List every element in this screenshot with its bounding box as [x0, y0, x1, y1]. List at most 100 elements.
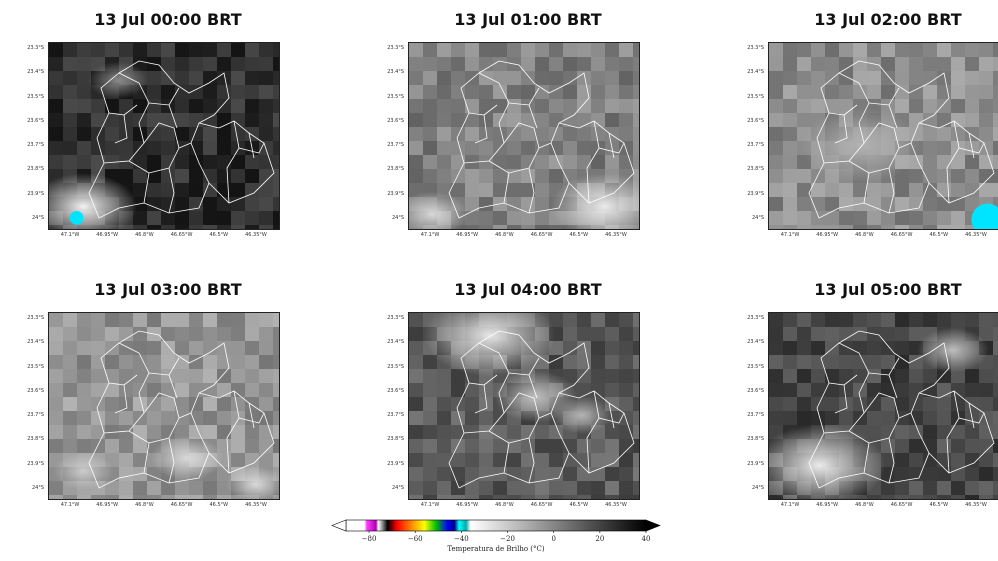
municipality-boundary: [468, 382, 488, 414]
colorbar-tick-label: −40: [453, 535, 469, 543]
latitude-tick-label: 24°S: [751, 485, 764, 491]
municipality-boundary: [226, 417, 240, 474]
latitude-tick-label: 23.4°S: [747, 69, 764, 76]
latitude-tick-label: 23.4°S: [387, 69, 404, 76]
latitude-tick-label: 23.6°S: [27, 387, 44, 394]
municipality-boundary: [586, 417, 600, 474]
latitude-tick-label: 23.5°S: [387, 93, 404, 100]
longitude-tick-label: 47.1°W: [780, 232, 800, 238]
municipality-boundary: [233, 390, 265, 424]
municipality-boundary: [808, 330, 950, 489]
municipality-boundary: [123, 374, 138, 386]
latitude-tick-label: 23.6°S: [387, 117, 404, 124]
municipality-boundary: [828, 112, 848, 144]
latitude-tick-label: 23.7°S: [387, 412, 404, 419]
satellite-map: [768, 312, 998, 500]
longitude-tick-label: 46.8°W: [495, 502, 514, 508]
municipality-boundary: [888, 437, 895, 484]
cloud-region: [88, 61, 148, 99]
latitude-tick-label: 23.9°S: [27, 460, 44, 467]
longitude-tick-label: 47.1°W: [60, 502, 80, 508]
colorbar-fill: [345, 519, 647, 532]
longitude-tick-label: 46.35°W: [245, 502, 267, 508]
colorbar-max-extension: [645, 519, 661, 532]
latitude-tick-label: 23.9°S: [747, 190, 764, 197]
latitude-tick-label: 24°S: [31, 215, 44, 221]
latitude-tick-label: 23.9°S: [387, 460, 404, 467]
municipality-boundary: [503, 442, 510, 474]
map-panel-0000: 13 Jul 00:00 BRT 23.3°S 23.4°S 23.5°S 23.6°…: [27, 10, 288, 250]
cloud-region: [53, 452, 114, 490]
longitude-tick-label: 46.35°W: [605, 232, 627, 238]
latitude-tick-label: 23.7°S: [387, 142, 404, 149]
latitude-tick-label: 23.4°S: [27, 69, 44, 76]
satellite-map: [768, 42, 998, 230]
longitude-tick-label: 46.95°W: [456, 232, 479, 238]
latitude-tick-label: 24°S: [751, 215, 764, 221]
longitude-tick-label: 46.65°W: [890, 502, 913, 508]
municipality-boundary: [888, 104, 898, 129]
municipality-boundary: [248, 402, 255, 429]
municipality-boundary: [168, 374, 178, 399]
panel-title: 13 Jul 00:00 BRT: [94, 10, 242, 29]
municipality-boundary: [538, 412, 552, 419]
satellite-map: [408, 312, 640, 500]
latitude-tick-label: 23.9°S: [387, 190, 404, 197]
municipality-boundary: [863, 172, 870, 204]
municipality-boundary: [953, 390, 985, 424]
municipality-boundary: [968, 132, 975, 159]
cloud-region: [917, 327, 989, 373]
latitude-tick-label: 23.5°S: [27, 93, 44, 100]
municipality-boundary: [843, 374, 858, 386]
latitude-tick-label: 23.7°S: [747, 142, 764, 149]
municipality-boundary: [586, 147, 600, 204]
brightness-temperature-colorbar: −80 −60 −40 −20 0 20 40 Temperatura de Brilho …: [326, 518, 666, 558]
cold-top-region: [69, 210, 84, 225]
longitude-tick-label: 46.5°W: [929, 232, 949, 238]
latitude-tick-label: 24°S: [391, 485, 404, 491]
colorbar-tick-label: −60: [407, 535, 423, 543]
longitude-tick-label: 46.5°W: [209, 502, 229, 508]
municipality-boundary: [593, 390, 625, 424]
latitude-tick-label: 23.7°S: [27, 412, 44, 419]
latitude-tick-label: 23.8°S: [387, 436, 404, 443]
longitude-tick-label: 46.5°W: [929, 502, 949, 508]
latitude-tick-label: 23.5°S: [747, 363, 764, 370]
cloud-region: [769, 424, 886, 499]
cloud-region: [551, 396, 612, 434]
municipality-boundary: [448, 60, 590, 219]
municipality-boundary: [143, 172, 150, 204]
map-panel-0500: 13 Jul 05:00 BRT 23.3°S 23.4°S 23.5°S 23.6°…: [747, 280, 998, 520]
longitude-tick-label: 46.8°W: [855, 232, 874, 238]
municipality-boundary: [123, 104, 138, 116]
longitude-tick-label: 46.5°W: [569, 232, 589, 238]
municipality-boundary: [528, 374, 538, 399]
latitude-tick-label: 23.4°S: [27, 339, 44, 346]
latitude-tick-label: 23.8°S: [27, 166, 44, 173]
municipality-boundary: [168, 437, 175, 484]
colorbar-label: Temperatura de Brilho (°C): [447, 545, 545, 553]
municipality-boundary: [953, 120, 985, 154]
longitude-tick-label: 46.8°W: [495, 232, 514, 238]
latitude-tick-label: 23.6°S: [27, 117, 44, 124]
municipality-boundary: [88, 60, 230, 219]
municipality-boundary: [888, 167, 895, 214]
longitude-tick-label: 46.95°W: [816, 502, 839, 508]
satellite-map: [408, 42, 640, 230]
municipality-boundary: [448, 330, 590, 489]
latitude-tick-label: 23.5°S: [27, 363, 44, 370]
latitude-tick-label: 23.5°S: [387, 363, 404, 370]
cloud-region: [409, 191, 468, 229]
municipality-boundary: [888, 374, 898, 399]
latitude-tick-label: 24°S: [391, 215, 404, 221]
panel-title: 13 Jul 01:00 BRT: [454, 10, 602, 29]
longitude-tick-label: 46.65°W: [530, 232, 553, 238]
municipality-boundary: [108, 112, 128, 144]
longitude-tick-label: 47.1°W: [420, 232, 440, 238]
longitude-tick-label: 46.95°W: [96, 232, 119, 238]
municipality-boundary: [178, 142, 192, 149]
municipality-boundary: [483, 104, 498, 116]
longitude-tick-label: 46.35°W: [965, 232, 987, 238]
latitude-tick-label: 23.7°S: [747, 412, 764, 419]
municipality-boundary: [178, 412, 192, 419]
